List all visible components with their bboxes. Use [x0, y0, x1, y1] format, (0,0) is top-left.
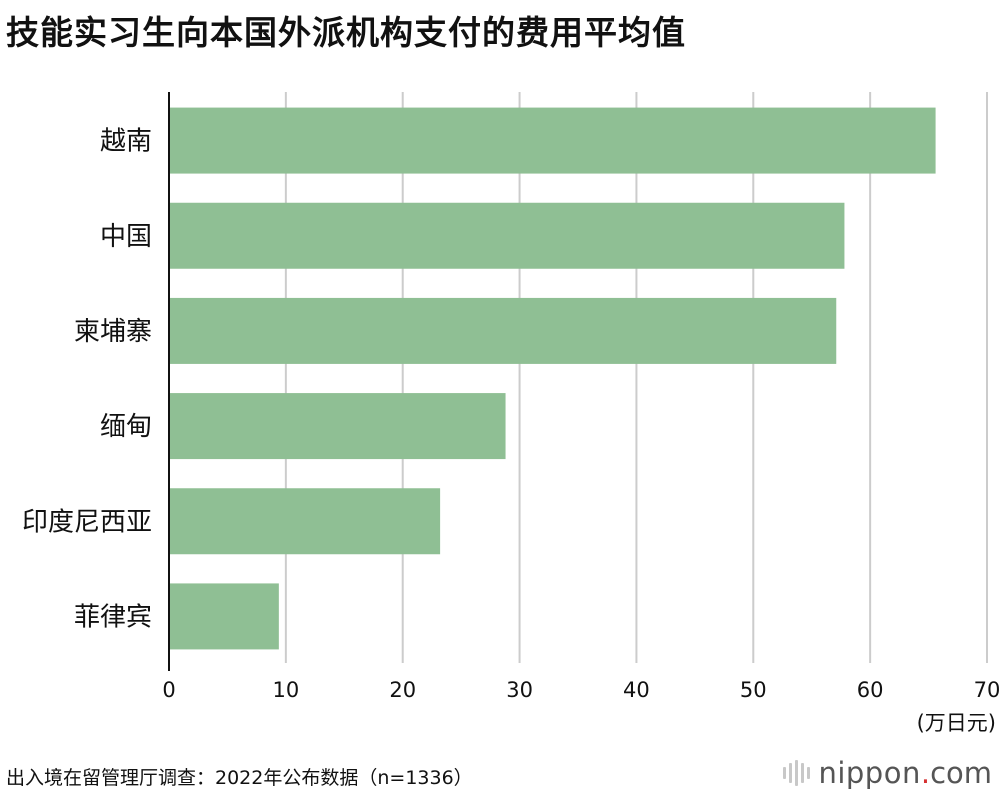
bar: [169, 393, 506, 460]
x-tick-label: 70: [974, 678, 1000, 702]
x-tick-label: 20: [389, 678, 416, 702]
category-label: 缅甸: [100, 412, 152, 442]
x-tick-label: 0: [162, 678, 175, 702]
unit-label: (万日元): [917, 711, 996, 735]
nippon-logo: nippon. com: [783, 756, 992, 790]
bar: [169, 488, 441, 555]
bar: [169, 107, 936, 174]
source-note: 出入境在留管理厅调查：2022年公布数据（n=1336）: [6, 767, 473, 789]
bar: [169, 583, 279, 650]
bar: [169, 202, 845, 269]
x-tick-label: 40: [623, 678, 650, 702]
category-label: 中国: [100, 222, 152, 252]
category-label: 印度尼西亚: [22, 507, 152, 537]
logo-tld: com: [930, 756, 992, 790]
x-tick-label: 50: [740, 678, 767, 702]
x-tick-label: 10: [272, 678, 299, 702]
category-label: 柬埔寨: [74, 317, 152, 347]
chart-title: 技能实习生向本国外派机构支付的费用平均值: [6, 13, 686, 52]
logo-name: nippon: [818, 756, 921, 790]
category-label: 菲律宾: [74, 602, 152, 632]
logo-dot: .: [920, 756, 931, 790]
x-tick-label: 60: [857, 678, 884, 702]
logo-bars-icon: [783, 760, 811, 786]
x-tick-label: 30: [506, 678, 533, 702]
category-label: 越南: [100, 127, 152, 157]
bar: [169, 297, 837, 364]
